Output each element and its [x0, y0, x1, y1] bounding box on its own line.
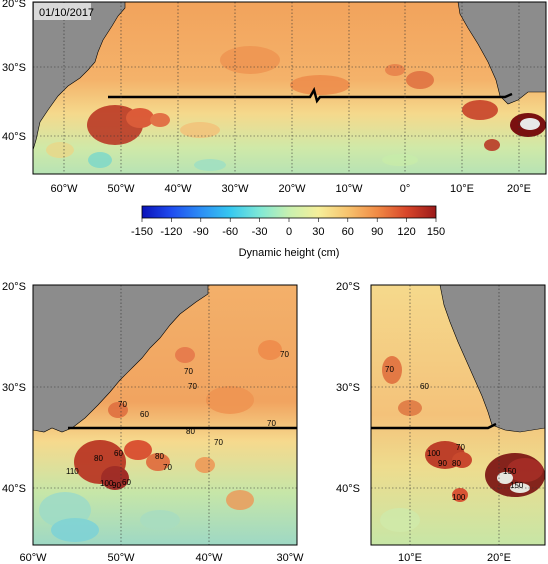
- contour-label: 80: [155, 452, 164, 461]
- contour-label: 90: [438, 459, 447, 468]
- colorbar-tick: -120: [160, 226, 182, 238]
- left-contour-labels: 70 70 70 70 60 70 80 70 60 80 70 100 110…: [66, 350, 289, 490]
- right-section-line: [371, 422, 497, 430]
- contour-label: 110: [66, 467, 79, 476]
- contour-label: 150: [503, 467, 517, 476]
- right-lon-tick: 10°E: [398, 552, 422, 564]
- colorbar-tick: -150: [131, 226, 153, 238]
- south-america-land: [33, 2, 126, 151]
- africa-land-right: [439, 285, 545, 433]
- right-lat-tick: 20°S: [336, 281, 360, 293]
- contour-label: 70: [188, 382, 197, 391]
- date-box: [34, 3, 91, 20]
- right-contour-labels: 70 60 100 90 70 80 150 150 100: [385, 365, 524, 502]
- top-lon-tick: 50°W: [107, 183, 135, 195]
- colorbar-tick: 60: [342, 226, 354, 238]
- right-map-frame: [370, 284, 546, 546]
- colorbar-tick: 120: [397, 226, 415, 238]
- top-lon-tick: 10°E: [450, 183, 474, 195]
- contour-label: 70: [280, 350, 289, 359]
- contour-label: 100: [452, 493, 466, 502]
- colorbar-tick: 0: [286, 226, 292, 238]
- colorbar-tick: -60: [222, 226, 238, 238]
- left-lon-tick: 50°W: [107, 552, 135, 564]
- top-lon-tick: 40°W: [164, 183, 192, 195]
- left-lat-tick: 20°S: [2, 281, 26, 293]
- left-lon-tick: 30°W: [276, 552, 304, 564]
- right-map-eddies: [380, 356, 545, 532]
- contour-label: 60: [420, 382, 429, 391]
- contour-label: 70: [118, 400, 127, 409]
- top-section-line: [108, 86, 513, 104]
- right-lat-tick: 40°S: [336, 483, 360, 495]
- right-grid: [371, 285, 545, 545]
- contour-label: 60: [122, 478, 131, 487]
- left-lat-tick: 30°S: [2, 382, 26, 394]
- left-grid: [33, 285, 297, 545]
- contour-label: 70: [456, 443, 465, 452]
- contour-label: 80: [94, 454, 103, 463]
- top-lat-tick: 40°S: [2, 131, 26, 143]
- colorbar-tick: 30: [312, 226, 324, 238]
- contour-label: 100: [427, 449, 441, 458]
- top-lon-tick: 20°E: [507, 183, 531, 195]
- contour-label: 80: [186, 427, 195, 436]
- top-lon-tick: 30°W: [221, 183, 249, 195]
- contour-label: 80: [452, 459, 461, 468]
- top-map-eddies: [46, 46, 500, 171]
- top-lat-tick: 20°S: [2, 0, 26, 10]
- contour-label: 100: [100, 479, 114, 488]
- top-lon-tick: 0°: [400, 183, 411, 195]
- colorbar-title: Dynamic height (cm): [239, 247, 340, 259]
- top-lon-tick: 60°W: [50, 183, 78, 195]
- right-map: 70 60 100 90 70 80 150 150 100 20°S 30°S…: [336, 281, 546, 564]
- colorbar-tick: 150: [427, 226, 445, 238]
- left-lon-tick: 60°W: [19, 552, 47, 564]
- colorbar-tick: -30: [252, 226, 268, 238]
- contour-label: 150: [510, 481, 524, 490]
- top-map: 01/10/2017 20°S 30°S 40°S 60°W 50°W 40°W…: [2, 0, 547, 195]
- contour-label: 90: [112, 481, 121, 490]
- colorbar-tick: -90: [193, 226, 209, 238]
- contour-label: 60: [114, 449, 123, 458]
- left-map-frame: [32, 284, 298, 546]
- right-lat-tick: 30°S: [336, 382, 360, 394]
- date-label: 01/10/2017: [39, 7, 94, 19]
- contour-label: 70: [385, 365, 394, 374]
- top-map-frame: [32, 1, 547, 175]
- contour-label: 60: [140, 410, 149, 419]
- left-lat-tick: 40°S: [2, 483, 26, 495]
- south-america-land-left: [33, 285, 209, 433]
- contour-label: 70: [214, 438, 223, 447]
- contour-label: 70: [267, 419, 276, 428]
- top-lat-tick: 30°S: [2, 62, 26, 74]
- top-lon-tick: 20°W: [278, 183, 306, 195]
- colorbar: -150 -120 -90 -60 -30 0 30 60 90 120 150…: [131, 205, 445, 259]
- top-grid: [33, 2, 546, 174]
- left-lon-tick: 40°W: [195, 552, 223, 564]
- colorbar-scale: [141, 205, 437, 219]
- contour-label: 70: [163, 463, 172, 472]
- colorbar-tick: 90: [371, 226, 383, 238]
- top-lon-tick: 10°W: [335, 183, 363, 195]
- left-map: 70 70 70 70 60 70 80 70 60 80 70 100 110…: [2, 281, 304, 564]
- left-map-eddies: [39, 340, 282, 542]
- contour-label: 70: [184, 367, 193, 376]
- right-lon-tick: 20°E: [487, 552, 511, 564]
- top-map-ocean: [33, 2, 546, 174]
